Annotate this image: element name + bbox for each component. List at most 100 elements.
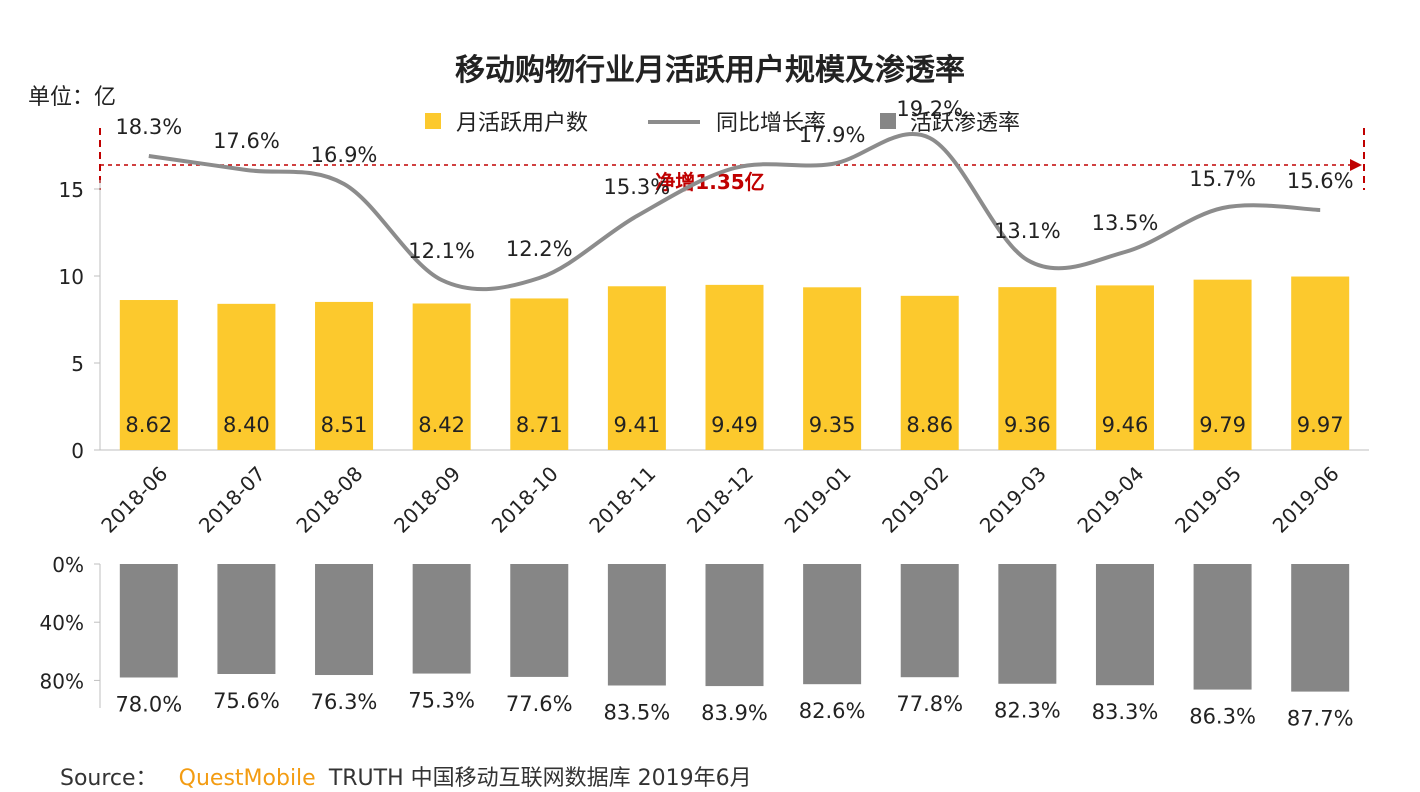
annotation-arrow-head xyxy=(1350,159,1362,171)
y-tick-label: 15 xyxy=(59,178,84,202)
y-tick-label: 10 xyxy=(59,265,84,289)
active-users-bar-label: 8.42 xyxy=(418,413,465,437)
penetration-label: 75.3% xyxy=(408,689,475,713)
x-axis-tick-labels: 2018-06 2018-07 2018-08 2018-09 2018-10 2018-… xyxy=(96,462,1343,538)
active-users-bar xyxy=(998,287,1057,450)
active-users-bar xyxy=(705,284,764,450)
active-users-bar-label: 9.79 xyxy=(1199,413,1246,437)
active-users-bar-label: 8.62 xyxy=(125,413,172,437)
active-users-bar-label: 9.97 xyxy=(1297,413,1344,437)
legend-label-penetration: 活跃渗透率 xyxy=(910,111,1020,136)
x-tick-label: 2018-07 xyxy=(194,462,270,538)
x-tick-label: 2018-10 xyxy=(487,462,563,538)
penetration-bar xyxy=(998,564,1057,684)
growth-rate-label: 12.1% xyxy=(408,239,475,263)
active-users-bar xyxy=(607,286,666,450)
penetration-label: 77.8% xyxy=(896,692,963,716)
x-tick-label: 2019-04 xyxy=(1072,462,1148,538)
annotation-label: 净增1.35亿 xyxy=(655,170,764,194)
penetration-bar xyxy=(1291,564,1350,692)
penetration-tick-label: 40% xyxy=(40,611,84,635)
x-tick-label: 2018-09 xyxy=(389,462,465,538)
growth-rate-label: 13.5% xyxy=(1092,211,1159,235)
legend-swatch-penetration xyxy=(880,113,896,129)
active-users-bar xyxy=(1095,285,1154,450)
legend-label-active-users: 月活跃用户数 xyxy=(456,111,588,136)
growth-rate-label: 19.2% xyxy=(896,97,963,121)
active-users-bar xyxy=(803,287,862,450)
growth-rate-label: 18.3% xyxy=(115,115,182,139)
penetration-label: 82.3% xyxy=(994,699,1061,723)
growth-rate-label: 13.1% xyxy=(994,219,1061,243)
source-rest: TRUTH 中国移动互联网数据库 2019年6月 xyxy=(328,766,752,791)
penetration-axes: 0% 40% 80% xyxy=(40,553,101,708)
penetration-label: 83.5% xyxy=(604,700,671,724)
penetration-label: 77.6% xyxy=(506,692,573,716)
growth-rate-label: 17.6% xyxy=(213,129,280,153)
legend: 月活跃用户数 同比增长率 活跃渗透率 xyxy=(425,111,1020,136)
penetration-bar xyxy=(217,564,276,674)
active-users-bar-label: 8.86 xyxy=(906,413,953,437)
x-tick-label: 2019-05 xyxy=(1170,462,1246,538)
growth-rate-label: 16.9% xyxy=(311,143,378,167)
penetration-label: 83.3% xyxy=(1092,700,1159,724)
penetration-bar xyxy=(900,564,959,678)
active-users-bars xyxy=(119,276,1350,450)
x-tick-label: 2019-02 xyxy=(877,462,953,538)
penetration-labels: 78.0% 75.6% 76.3% 75.3% 77.6% 83.5% 83.9% 82.6%… xyxy=(115,689,1353,731)
x-tick-label: 2018-11 xyxy=(584,462,660,538)
penetration-label: 83.9% xyxy=(701,701,768,725)
penetration-bar xyxy=(607,564,666,686)
active-users-bar xyxy=(1193,279,1252,450)
growth-rate-label: 12.2% xyxy=(506,237,573,261)
penetration-label: 86.3% xyxy=(1189,705,1256,729)
penetration-bar xyxy=(119,564,178,678)
active-users-bar-label: 9.35 xyxy=(809,413,856,437)
annotation-label-bg xyxy=(640,168,780,196)
net-increase-annotation: 净增1.35亿 xyxy=(99,128,1365,196)
active-users-bar-label: 9.41 xyxy=(614,413,661,437)
unit-label: 单位：亿 xyxy=(28,85,116,110)
source-line: Source： QuestMobile TRUTH 中国移动互联网数据库 201… xyxy=(60,766,752,791)
active-users-bar xyxy=(315,301,374,450)
growth-rate-labels: 18.3% 17.6% 16.9% 12.1% 12.2% 15.3% 17.9% 19.2%… xyxy=(115,97,1353,263)
active-users-bar-label: 8.51 xyxy=(321,413,368,437)
growth-rate-line-group xyxy=(148,132,1321,292)
active-users-bar xyxy=(510,298,569,450)
penetration-bar xyxy=(1095,564,1154,686)
penetration-tick-label: 0% xyxy=(52,553,84,577)
growth-rate-label: 15.6% xyxy=(1287,169,1354,193)
penetration-bar xyxy=(705,564,764,687)
active-users-bar xyxy=(217,303,276,450)
penetration-label: 78.0% xyxy=(115,692,182,716)
growth-rate-label: 15.3% xyxy=(604,175,671,199)
penetration-tick-label: 80% xyxy=(40,669,84,693)
y-tick-label: 0 xyxy=(71,439,84,463)
active-users-bar-label: 8.40 xyxy=(223,413,270,437)
legend-swatch-active-users xyxy=(425,113,441,129)
chart-title: 移动购物行业月活跃用户规模及渗透率 xyxy=(455,53,965,88)
penetration-bars xyxy=(119,564,1350,692)
penetration-bar xyxy=(412,564,471,674)
legend-label-growth-rate: 同比增长率 xyxy=(716,111,826,136)
active-users-bar-label: 9.36 xyxy=(1004,413,1051,437)
x-tick-label: 2019-01 xyxy=(780,462,856,538)
x-tick-label: 2019-06 xyxy=(1268,462,1344,538)
x-tick-label: 2019-03 xyxy=(975,462,1051,538)
penetration-bar xyxy=(315,564,374,676)
x-tick-label: 2018-08 xyxy=(292,462,368,538)
x-tick-label: 2018-06 xyxy=(96,462,172,538)
active-users-bar xyxy=(1291,276,1350,450)
active-users-bar xyxy=(412,303,471,450)
active-users-bar xyxy=(119,300,178,450)
active-users-bar-label: 9.46 xyxy=(1102,413,1149,437)
x-tick-label: 2018-12 xyxy=(682,462,758,538)
penetration-bar xyxy=(803,564,862,685)
active-users-bar xyxy=(900,295,959,450)
penetration-label: 75.6% xyxy=(213,689,280,713)
source-brand: QuestMobile xyxy=(179,766,316,791)
penetration-bar xyxy=(1193,564,1252,690)
penetration-bar xyxy=(510,564,569,677)
growth-rate-line xyxy=(148,132,1321,292)
